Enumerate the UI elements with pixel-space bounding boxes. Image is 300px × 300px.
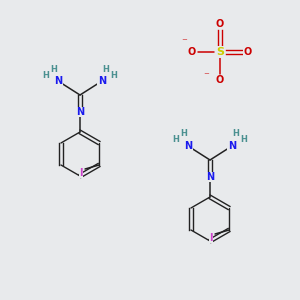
- Text: O: O: [244, 47, 252, 57]
- Text: ⁻: ⁻: [181, 37, 187, 47]
- Text: N: N: [228, 141, 236, 151]
- Text: O: O: [216, 75, 224, 85]
- Text: H: H: [232, 130, 239, 139]
- Text: H: H: [51, 64, 57, 74]
- Text: H: H: [172, 136, 179, 145]
- Text: H: H: [181, 130, 188, 139]
- Text: H: H: [241, 136, 248, 145]
- Text: ⁻: ⁻: [203, 71, 209, 81]
- Text: S: S: [216, 47, 224, 57]
- Text: H: H: [111, 70, 117, 80]
- Text: N: N: [206, 172, 214, 182]
- Text: I: I: [79, 168, 83, 178]
- Text: H: H: [43, 70, 50, 80]
- Text: O: O: [188, 47, 196, 57]
- Text: I: I: [209, 233, 213, 243]
- Text: H: H: [103, 64, 110, 74]
- Text: N: N: [76, 107, 84, 117]
- Text: O: O: [216, 19, 224, 29]
- Text: N: N: [54, 76, 62, 86]
- Text: N: N: [98, 76, 106, 86]
- Text: N: N: [184, 141, 192, 151]
